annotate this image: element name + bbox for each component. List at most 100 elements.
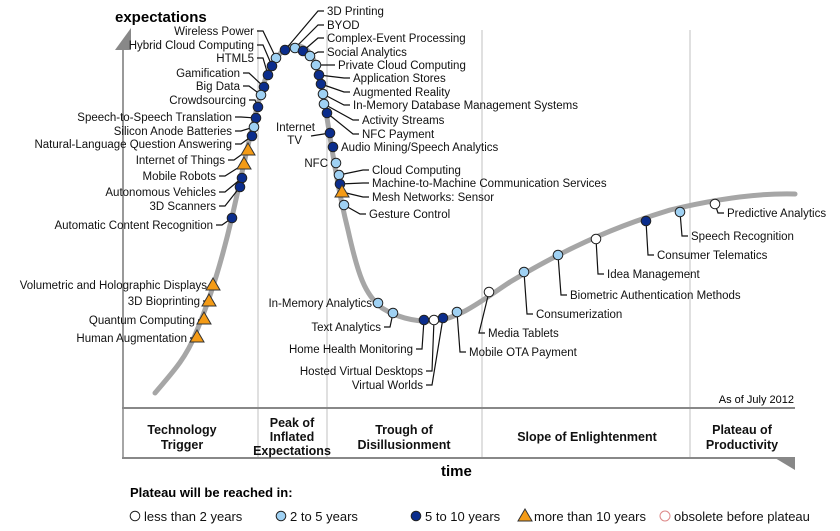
technology-item: 3D Printing	[279, 6, 384, 56]
technology-label: Automatic Content Recognition	[54, 220, 213, 232]
technology-item: Internet of Things	[136, 142, 256, 167]
legend-item: obsolete before plateau	[659, 509, 810, 524]
y-axis-label: expectations	[115, 9, 207, 26]
technology-label: Speech-to-Speech Translation	[77, 112, 232, 124]
leader-line	[416, 319, 425, 350]
technology-item: Mesh Networks: Sensor	[334, 184, 494, 204]
legend-item: 5 to 10 years	[410, 509, 501, 524]
circle-marker-icon	[451, 306, 463, 318]
technology-item: Cloud Computing	[333, 165, 461, 181]
y-axis-arrow-icon	[115, 28, 131, 50]
technology-label: Home Health Monitoring	[289, 344, 413, 356]
technology-label: Cloud Computing	[372, 165, 461, 177]
technology-item: In-Memory Database Management Systems	[317, 88, 578, 112]
legend-label: 2 to 5 years	[290, 509, 358, 524]
legend: Plateau will be reached in: less than 2 …	[129, 485, 810, 524]
technology-item: Hybrid Cloud Computing	[129, 40, 278, 72]
technology-item: Biometric Authentication Methods	[552, 249, 741, 302]
technology-item: NFC Payment	[321, 107, 435, 141]
circle-marker-icon	[418, 314, 430, 326]
technology-label: Activity Streams	[362, 115, 445, 127]
circle-marker-icon	[304, 50, 316, 62]
as-of-date: As of July 2012	[719, 394, 794, 406]
phase-label: Inflated	[270, 430, 314, 444]
circle-marker-icon	[226, 212, 238, 224]
circle-marker-icon	[590, 233, 602, 245]
circle-marker-icon	[315, 78, 327, 90]
obsolete-marker-icon	[659, 510, 671, 522]
circle-marker-icon	[410, 510, 422, 522]
leader-line	[257, 30, 277, 59]
technology-item: Gesture Control	[338, 199, 450, 221]
technology-markers: Wireless Power Hybrid Cloud ComputingHTML…	[20, 6, 827, 392]
technology-item: NFC	[304, 157, 342, 170]
triangle-marker-icon	[236, 156, 252, 170]
technology-item: Human Augmentation	[76, 329, 205, 345]
legend-item: 2 to 5 years	[275, 509, 358, 524]
circle-marker-icon	[640, 215, 652, 227]
leader-line	[326, 112, 359, 135]
technology-item: Mobile Robots	[142, 156, 252, 183]
circle-marker-icon	[428, 314, 440, 326]
technology-item: Augmented Reality	[315, 78, 450, 99]
circle-marker-icon	[279, 44, 291, 56]
leader-line	[284, 10, 324, 51]
leader-line	[478, 291, 490, 334]
technology-label: Machine-to-Machine Communication Service…	[372, 178, 607, 190]
circle-marker-icon	[266, 60, 278, 72]
circle-marker-icon	[236, 172, 248, 184]
technology-label: 3D Printing	[327, 6, 384, 18]
circle-marker-icon	[518, 266, 530, 278]
leader-line	[557, 254, 567, 296]
circle-marker-icon	[275, 510, 287, 522]
triangle-marker-icon	[240, 142, 256, 156]
leader-line	[426, 317, 444, 386]
circle-marker-icon	[313, 69, 325, 81]
x-axis-label: time	[441, 463, 472, 480]
leader-line	[302, 37, 324, 52]
legend-label: more than 10 years	[534, 509, 647, 524]
technology-label: Natural-Language Question Answering	[34, 139, 232, 151]
technology-item: Big Data	[196, 81, 267, 101]
leader-line	[343, 204, 366, 215]
technology-label: Media Tablets	[488, 328, 559, 340]
leader-line	[595, 238, 604, 275]
phase-label: Technology	[147, 423, 216, 437]
leader-line	[341, 191, 369, 198]
circle-marker-icon	[255, 89, 267, 101]
technology-label: Quantum Computing	[89, 315, 195, 327]
leader-line	[523, 271, 533, 315]
leader-line	[323, 103, 359, 121]
technology-item: 3D Scanners	[150, 181, 246, 213]
technology-label: NFC Payment	[362, 129, 435, 141]
circle-marker-icon	[552, 249, 564, 261]
phase-label: Expectations	[253, 444, 331, 458]
circle-marker-icon	[327, 141, 339, 153]
technology-item: Gamification	[176, 68, 270, 93]
technology-label: NFC	[304, 158, 328, 170]
technology-label: Mobile Robots	[142, 171, 216, 183]
technology-label: Hosted Virtual Desktops	[300, 366, 423, 378]
technology-item: Home Health Monitoring	[289, 314, 430, 356]
circle-marker-icon	[387, 307, 399, 319]
hype-curve	[152, 43, 798, 396]
technology-label: In-Memory Database Management Systems	[353, 100, 578, 112]
technology-item: Crowdsourcing	[169, 95, 264, 113]
technology-item: Volumetric and Holographic Displays	[20, 277, 221, 292]
circle-marker-icon	[321, 107, 333, 119]
technology-item: Speech-to-Speech Translation	[77, 112, 262, 124]
circle-marker-icon	[709, 198, 721, 210]
triangle-marker-icon	[196, 311, 212, 325]
leader-line	[294, 24, 324, 49]
technology-item: In-Memory Analytics	[268, 297, 384, 310]
triangle-marker-icon	[205, 277, 221, 291]
technology-label: Volumetric and Holographic Displays	[20, 280, 208, 292]
circle-marker-icon	[234, 181, 246, 193]
technology-label: Biometric Authentication Methods	[570, 290, 741, 302]
technology-label: Text Analytics	[311, 322, 381, 334]
circle-marker-icon	[262, 69, 274, 81]
technology-label: Idea Management	[607, 269, 701, 281]
circle-marker-icon	[372, 297, 384, 309]
technology-item: Predictive Analytics	[709, 198, 826, 220]
leader-line	[426, 319, 435, 372]
